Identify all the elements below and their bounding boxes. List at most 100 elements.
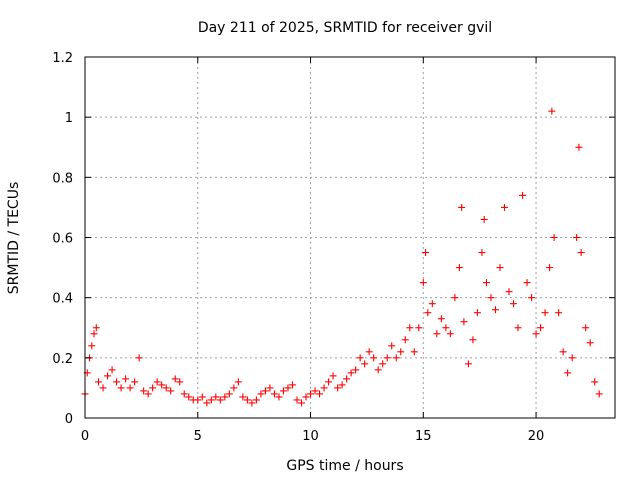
data-point <box>257 390 265 398</box>
data-point <box>591 378 599 386</box>
data-point <box>338 381 346 389</box>
x-tick-label: 20 <box>528 429 545 444</box>
chart-title: Day 211 of 2025, SRMTID for receiver gvi… <box>198 20 492 36</box>
data-point <box>491 306 499 314</box>
data-point <box>126 384 134 392</box>
data-point <box>176 378 184 386</box>
data-point <box>575 143 583 151</box>
x-tick-label: 0 <box>81 429 89 444</box>
data-point <box>320 384 328 392</box>
data-point <box>541 309 549 317</box>
data-point <box>523 279 531 287</box>
data-point <box>500 203 508 211</box>
data-point <box>185 393 193 401</box>
x-tick-label: 5 <box>194 429 202 444</box>
data-point <box>216 396 224 404</box>
data-point <box>135 354 143 362</box>
data-point <box>537 324 545 332</box>
data-point <box>207 396 215 404</box>
data-point <box>284 384 292 392</box>
data-point <box>419 279 427 287</box>
data-point <box>519 191 527 199</box>
data-point <box>374 366 382 374</box>
x-tick-label: 10 <box>302 429 319 444</box>
y-axis: 0 0.2 0.4 0.6 0.8 1 1.2 <box>52 51 615 427</box>
data-point <box>122 375 130 383</box>
data-point <box>496 264 504 272</box>
data-point <box>555 309 563 317</box>
data-point <box>352 366 360 374</box>
data-point <box>442 324 450 332</box>
data-point <box>162 384 170 392</box>
data-point <box>221 393 229 401</box>
data-point <box>347 369 355 377</box>
data-point <box>487 294 495 302</box>
data-point <box>546 264 554 272</box>
data-point <box>88 342 96 350</box>
data-point <box>370 354 378 362</box>
data-point <box>451 294 459 302</box>
data-point <box>559 348 567 356</box>
x-tick-label: 15 <box>415 429 432 444</box>
data-point <box>514 324 522 332</box>
data-point <box>388 342 396 350</box>
data-point <box>117 384 125 392</box>
x-axis-label: GPS time / hours <box>286 458 403 474</box>
data-point <box>243 396 251 404</box>
data-point <box>95 378 103 386</box>
data-point <box>329 372 337 380</box>
data-point <box>113 378 121 386</box>
data-point <box>316 390 324 398</box>
data-point <box>293 396 301 404</box>
data-point <box>288 381 296 389</box>
data-point <box>458 203 466 211</box>
data-point <box>383 354 391 362</box>
data-point <box>446 330 454 338</box>
data-point <box>158 381 166 389</box>
data-point <box>203 399 211 407</box>
data-point <box>478 249 486 257</box>
data-point <box>343 375 351 383</box>
data-point <box>397 348 405 356</box>
data-point <box>325 378 333 386</box>
y-tick-label: 0.2 <box>52 352 73 367</box>
data-point <box>582 324 590 332</box>
data-point <box>198 393 206 401</box>
data-point <box>302 393 310 401</box>
y-tick-label: 0.4 <box>52 292 73 307</box>
data-point <box>90 330 98 338</box>
data-point <box>252 396 260 404</box>
grid <box>85 57 615 418</box>
data-point <box>104 372 112 380</box>
data-point <box>392 354 400 362</box>
data-point <box>401 336 409 344</box>
data-point <box>473 309 481 317</box>
data-point <box>234 378 242 386</box>
data-point <box>532 330 540 338</box>
data-point <box>365 348 373 356</box>
data-point <box>212 393 220 401</box>
data-point <box>140 387 148 395</box>
data-point <box>573 234 581 241</box>
data-point <box>167 387 175 395</box>
data-point <box>149 384 157 392</box>
data-point <box>194 396 202 404</box>
data-point <box>482 279 490 287</box>
data-point <box>577 249 585 257</box>
data-point <box>99 384 107 392</box>
data-point <box>298 399 306 407</box>
data-point <box>550 234 558 241</box>
data-point <box>356 354 364 362</box>
data-point <box>564 369 572 377</box>
y-tick-label: 0 <box>65 412 73 427</box>
x-axis: 0 5 10 15 20 <box>81 57 544 444</box>
data-point <box>422 249 430 257</box>
data-point <box>406 324 414 332</box>
data-point <box>415 324 423 332</box>
data-point <box>469 336 477 344</box>
data-point <box>279 387 287 395</box>
data-point <box>586 339 594 347</box>
data-point <box>464 360 472 368</box>
data-point <box>275 393 283 401</box>
